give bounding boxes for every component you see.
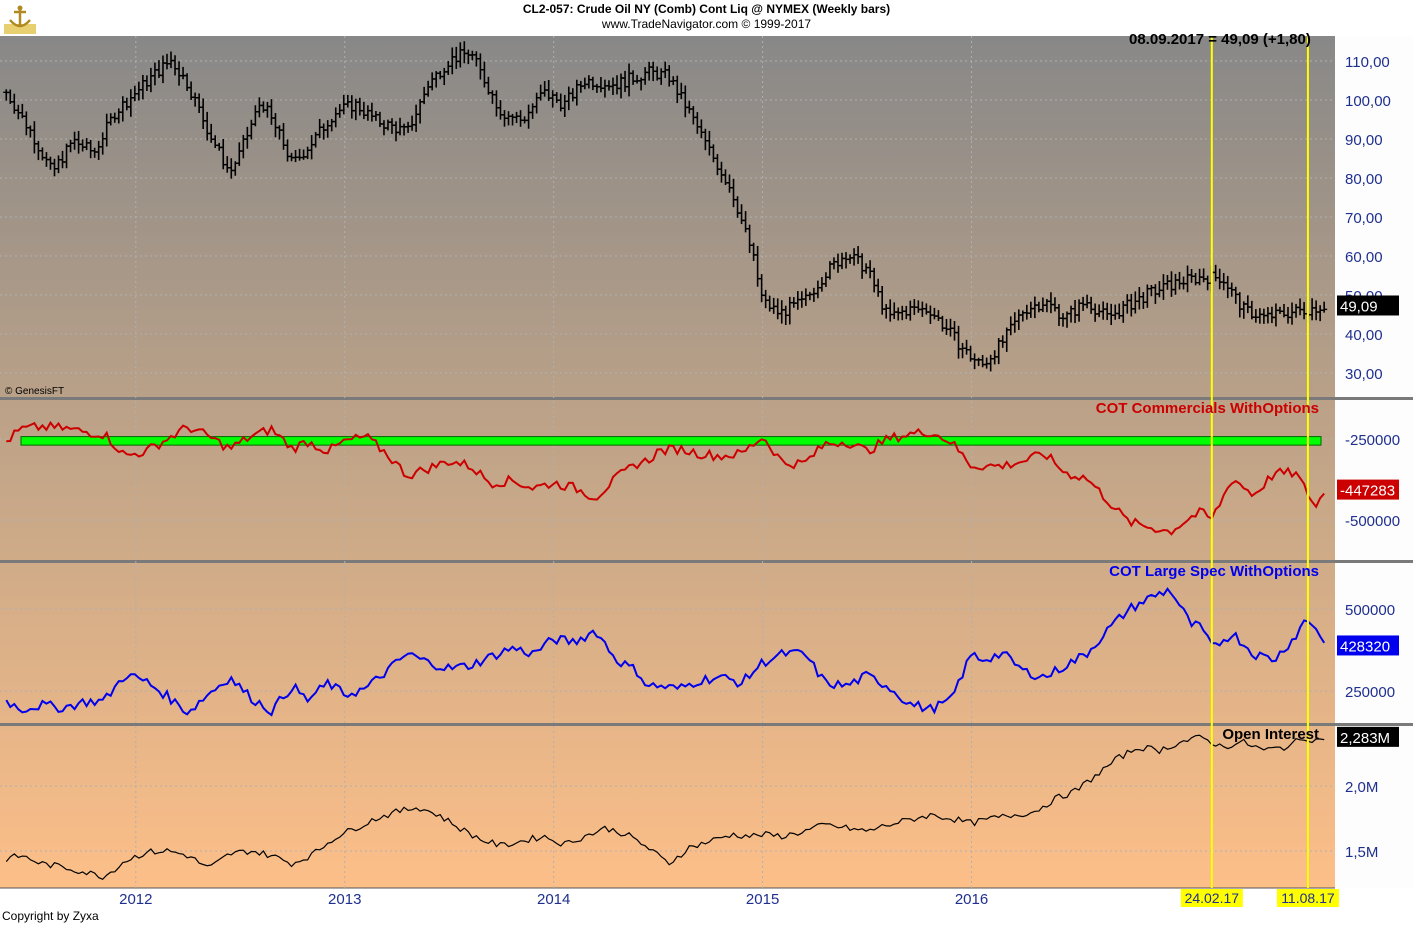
last-value-label: 428320 <box>1340 638 1390 655</box>
price-quote: 08.09.2017 = 49,09 (+1,80) <box>1129 31 1311 48</box>
x-tick-label: 2016 <box>955 891 988 908</box>
chart-title: CL2-057: Crude Oil NY (Comb) Cont Liq @ … <box>522 2 891 16</box>
x-tick-label: 2015 <box>746 891 779 908</box>
panel-separator <box>0 723 1413 726</box>
marker-label: 24.02.17 <box>1185 890 1240 906</box>
y-tick-label: 40,00 <box>1345 327 1383 344</box>
panel-0: 110,00100,0090,0080,0070,0060,0050,0040,… <box>3 41 1399 383</box>
y-tick-label: 90,00 <box>1345 132 1383 149</box>
x-axis: 2012 2013 2014 2015 2016 <box>119 891 988 908</box>
panel-title-large-spec: COT Large Spec WithOptions <box>1109 563 1319 580</box>
y-tick-label: 70,00 <box>1345 210 1383 227</box>
y-tick-label: 250000 <box>1345 684 1395 701</box>
y-tick-label: 1,5M <box>1345 844 1378 861</box>
y-tick-label: -500000 <box>1345 513 1400 530</box>
marker-label-box <box>1276 889 1339 907</box>
panel-2: 500000 250000 428320 <box>5 587 1399 717</box>
panel-3: 2,0M 1,5M 2,283M <box>5 726 1399 881</box>
last-value-label: 2,283M <box>1340 730 1390 747</box>
y-tick-label: 30,00 <box>1345 366 1383 383</box>
y-tick-label: 2,0M <box>1345 779 1378 796</box>
series-line <box>6 420 1325 536</box>
panel-title-open-interest: Open Interest <box>1222 726 1319 743</box>
last-value-box <box>1337 726 1399 747</box>
last-value-box <box>1337 479 1399 500</box>
panel-1: -250000 -500000 -447283 <box>6 420 1400 536</box>
y-tick-label: 500000 <box>1345 602 1395 619</box>
panel-separator <box>0 397 1413 400</box>
series-line <box>5 587 1326 717</box>
panel-title-commercials: COT Commercials WithOptions <box>1095 400 1319 417</box>
y-tick-label: -250000 <box>1345 432 1400 449</box>
panel-separator <box>0 560 1413 563</box>
x-tick-label: 2012 <box>119 891 152 908</box>
date-markers: 24.02.17 11.08.17 <box>1180 36 1339 907</box>
marker-label: 11.08.17 <box>1281 890 1335 906</box>
marker-label-box <box>1180 889 1243 907</box>
y-tick-label: 80,00 <box>1345 171 1383 188</box>
grid <box>0 36 1413 889</box>
watermark: © GenesisFT <box>5 386 65 397</box>
last-value-label: 49,09 <box>1340 298 1378 315</box>
x-tick-label: 2014 <box>537 891 570 908</box>
last-value-label: -447283 <box>1340 483 1395 500</box>
series-line <box>5 734 1325 881</box>
plot-background <box>0 36 1335 888</box>
y-tick-label: 60,00 <box>1345 249 1383 266</box>
last-value-box <box>1337 295 1399 316</box>
copyright-text: Copyright by Zyxa <box>2 909 99 923</box>
y-tick-label: 100,00 <box>1345 93 1391 110</box>
chart-subtitle: www.TradeNavigator.com © 1999-2017 <box>601 17 812 31</box>
last-value-box <box>1337 635 1399 656</box>
price-bar <box>1321 301 1328 313</box>
anchor-logo-icon <box>4 4 36 34</box>
x-tick-label: 2013 <box>328 891 361 908</box>
y-tick-label: 110,00 <box>1345 54 1390 71</box>
